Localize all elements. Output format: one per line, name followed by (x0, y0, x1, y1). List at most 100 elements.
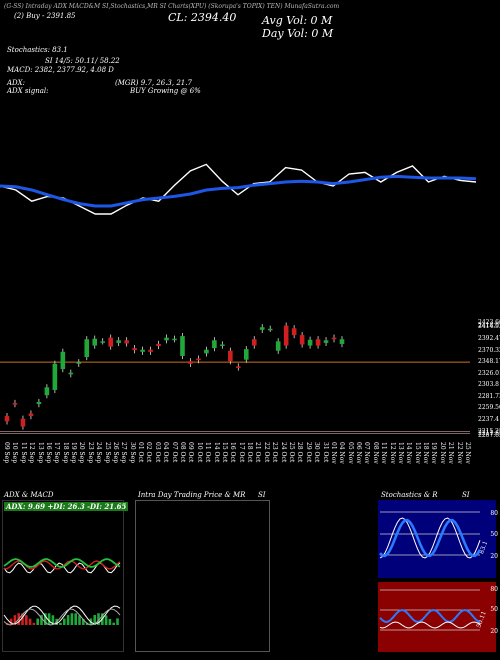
candle-body (68, 372, 74, 375)
candle-body (307, 339, 313, 346)
rsi-line (379, 608, 481, 624)
candle-body (12, 403, 18, 405)
macd-bar (13, 615, 17, 625)
price-label: 2281.73 (478, 392, 500, 400)
macd-bar (47, 613, 51, 625)
macd-bar (28, 618, 32, 625)
macd-bar (21, 613, 24, 625)
macd-bar (108, 618, 112, 625)
price-label: 2418.01 (478, 321, 500, 329)
macd-bar (44, 613, 47, 625)
price-label: 2370.32 (478, 346, 500, 354)
adx-label: ADX: (7, 79, 26, 87)
candle-body (156, 343, 161, 347)
candle-body (44, 387, 50, 396)
price-label: 2303.8 (478, 381, 499, 389)
buy-growing: BUY Growing @ 6% (130, 87, 201, 95)
price-label: 2259.56 (478, 404, 500, 412)
mrsi-line (379, 621, 481, 629)
candle-body (172, 338, 177, 341)
candle-body (315, 339, 321, 346)
candle-body (339, 339, 345, 344)
candle-body (243, 349, 249, 360)
candle-body (283, 325, 289, 346)
stoch-tick-80: 80 (490, 510, 498, 517)
rsi-tick-20: 20 (490, 628, 498, 635)
macd-bar (74, 613, 77, 625)
day-vol: Day Vol: 0 M (262, 27, 334, 40)
stochastic-line (0, 163, 477, 215)
open-line: (2) Buy - 2391.85 (14, 12, 76, 20)
macd-bar (104, 615, 108, 625)
candle-body (76, 362, 82, 364)
price-label: 2392.47 (478, 335, 500, 342)
stochastics-panel: 80 50 20 83.1 (378, 500, 498, 578)
candle-body (228, 350, 233, 362)
plus-di-line (3, 558, 121, 568)
candle-body (164, 337, 169, 341)
adx-values: (MGR) 9.7, 26.3, 21.7 (115, 79, 192, 87)
rsi-panel: 80 50 20 50.11 (378, 582, 498, 652)
adx-macd-panel: ADX: 9.69 +DI: 26.3 -DI: 21.65 (2, 500, 129, 652)
macd-bar (51, 615, 55, 625)
candle-body (196, 358, 201, 361)
macd-signal-line (3, 608, 121, 626)
price-label: 2207.65 (478, 431, 500, 439)
price-label: 2326.01 (478, 369, 500, 377)
stochastics-line: Stochastics: 83.1 (7, 46, 68, 54)
stoch-k-line (379, 517, 481, 559)
macd-bar (97, 613, 100, 625)
adx-signal-label: ADX signal: (7, 87, 49, 95)
candle-body (188, 361, 193, 364)
rsi-tick-80: 80 (490, 586, 498, 593)
macd-line (3, 605, 121, 625)
candle-body (100, 341, 106, 343)
macd-bar (9, 618, 13, 625)
candle-body (124, 340, 129, 344)
candle-body (275, 341, 281, 351)
stoch-panel-si: SI (462, 491, 470, 499)
candle-body (28, 413, 34, 417)
candle-body (148, 349, 153, 352)
price-label: 2211.65 (478, 429, 500, 437)
stoch-tick-50: 50 (490, 531, 498, 538)
intraday-panel-title: Intra Day Trading Price & MR (138, 491, 246, 499)
macd-bar (112, 622, 115, 625)
candle-body (212, 340, 217, 349)
avg-vol: Avg Vol: 0 M (262, 14, 333, 27)
macd-bar (32, 622, 36, 625)
price-label: 2348.17 (478, 358, 500, 366)
candle-body (108, 337, 113, 347)
candle-body (236, 366, 241, 368)
candle-body (132, 348, 137, 351)
adx-value-box: ADX: 9.69 +DI: 26.3 -DI: 21.65 (4, 502, 129, 511)
signal-line (0, 174, 477, 208)
stoch-tick-20: 20 (490, 553, 498, 560)
header-tabs: (G-SS) Intraday ADX MACD&M SI,Stochastic… (4, 3, 340, 10)
candle-body (36, 401, 42, 405)
close-line: CL: 2394.40 (168, 11, 237, 24)
candle-body (251, 339, 257, 346)
candle-body (20, 418, 26, 427)
candle-body (52, 363, 58, 390)
macd-line: MACD: 2382, 2377.92, 4.08 D (7, 66, 114, 74)
macd-bar (59, 622, 62, 625)
macd-bar (36, 618, 39, 625)
candle-body (140, 349, 145, 352)
price-label: 2423.66 (478, 318, 500, 326)
candle-body (299, 335, 305, 345)
adx-panel-title: ADX & MACD (4, 491, 54, 499)
candle-body (204, 349, 209, 354)
price-label: 2215.25 (478, 427, 500, 435)
stoch-panel-title: Stochastics & R (381, 491, 438, 499)
candle-body (267, 328, 273, 331)
macd-bar (66, 615, 70, 625)
candlestick-chart (0, 322, 470, 434)
price-label: 2414.52 (478, 323, 500, 331)
macd-bar (63, 618, 66, 625)
candle-body (259, 327, 265, 330)
price-label: 2237.4 (478, 416, 499, 424)
candle-body (92, 338, 98, 346)
macd-bar (93, 615, 96, 625)
